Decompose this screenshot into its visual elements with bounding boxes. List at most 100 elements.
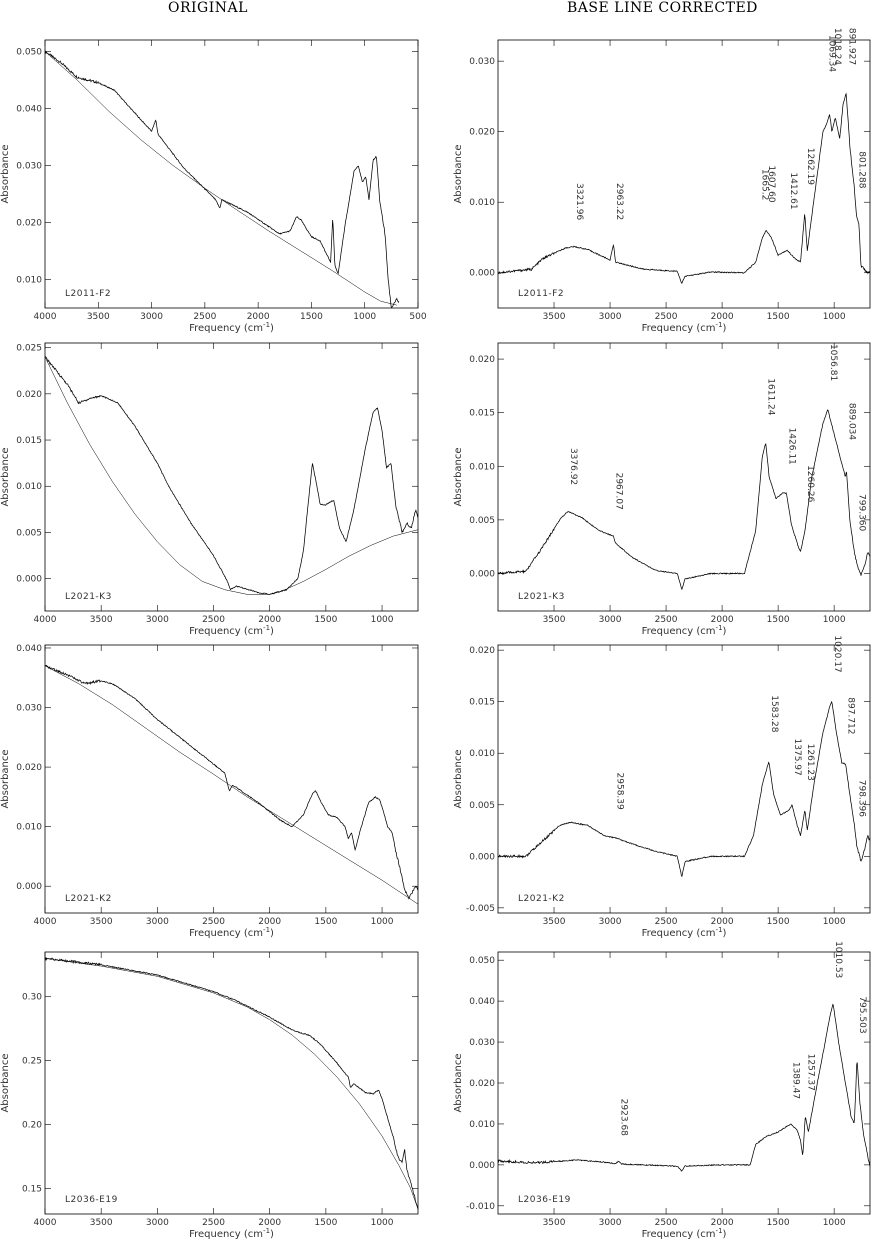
chart-l2036-e19-original: 4000 3500 3000 2500 2000 1500 1000 0.15 0.20 0.25… — [0, 951, 419, 1240]
baseline-curve — [44, 665, 419, 905]
y-tick-label: 0.040 — [469, 997, 495, 1007]
x-tick-label: 2500 — [655, 615, 678, 625]
x-tick-label: 3500 — [543, 917, 566, 927]
x-tick-label: 1000 — [823, 1218, 846, 1228]
y-tick-label: 0.050 — [469, 956, 495, 966]
spectrum-line — [44, 355, 419, 596]
y-tick-label: 0.020 — [16, 390, 42, 400]
chart-l2036-e19-corrected: 3500 3000 2500 2000 1500 1000 -0.010 0.000 0.010… — [453, 941, 871, 1240]
y-tick-label: 0.000 — [16, 575, 42, 585]
y-tick-label: 0.005 — [469, 516, 495, 526]
peak-label: 1583.28 — [769, 695, 779, 732]
x-axis-label-close: ) — [723, 1229, 727, 1240]
y-tick-label: 0.30 — [22, 993, 42, 1003]
x-axis-label-exponent: -1 — [716, 321, 723, 329]
y-tick-label: 0.030 — [16, 161, 42, 171]
x-tick-label: 4000 — [34, 312, 57, 322]
x-tick-label: 2500 — [655, 312, 678, 322]
x-tick-label: 1000 — [823, 312, 846, 322]
baseline-curve — [44, 958, 419, 1209]
x-axis-label: Frequency (cm-1) — [189, 1227, 274, 1240]
y-tick-label: 0.010 — [469, 462, 495, 472]
peak-label: 1260.26 — [805, 465, 815, 502]
peak-label: 1262.19 — [805, 148, 815, 185]
y-tick-label: 0.050 — [16, 47, 42, 57]
y-tick-label: 0.040 — [16, 104, 42, 114]
plot-frame — [44, 342, 419, 612]
original-column-title: ORIGINAL — [168, 0, 248, 16]
plot-frame — [44, 644, 419, 914]
peak-label: 1665.2 — [760, 169, 770, 201]
peak-label: 1607.60 — [766, 165, 776, 202]
plot-frame — [44, 39, 419, 309]
chart-l2021-k2-original: 4000 3500 3000 2500 2000 1500 1000 0.000 0.010 0.… — [0, 644, 419, 939]
x-tick-label: 1500 — [300, 312, 323, 322]
y-tick-label: 0.010 — [16, 275, 42, 285]
x-tick-label: 1500 — [767, 615, 790, 625]
x-tick-label: 1000 — [371, 917, 394, 927]
x-tick-label: 3000 — [146, 1218, 169, 1228]
y-axis-label: Absorbance — [0, 1053, 11, 1112]
y-tick-label: 0.025 — [16, 344, 42, 354]
x-axis-label-close: ) — [723, 928, 727, 939]
spectrum-line — [44, 957, 419, 1210]
x-tick-label: 1000 — [353, 312, 376, 322]
plot-frame — [497, 39, 871, 309]
y-axis-label: Absorbance — [453, 447, 464, 506]
peak-label: 1375.97 — [792, 739, 802, 776]
y-tick-label: 0.030 — [469, 1038, 495, 1048]
x-tick-label: 500 — [409, 312, 426, 322]
x-tick-label: 1500 — [314, 1218, 337, 1228]
y-tick-label: 0.000 — [469, 569, 495, 579]
sample-label: L2036-E19 — [65, 1195, 118, 1205]
peak-label: 1069.34 — [826, 35, 836, 72]
baseline-corrected-column-title: BASE LINE CORRECTED — [567, 0, 758, 16]
x-tick-label: 2000 — [711, 312, 734, 322]
y-tick-label: 0.000 — [469, 1161, 495, 1171]
baseline-curve — [44, 356, 419, 595]
chart-l2021-k3-original: 4000 3500 3000 2500 2000 1500 1000 0.000 0.005 0.… — [0, 342, 419, 637]
y-tick-label: 0.020 — [16, 218, 42, 228]
y-tick-label: 0.030 — [469, 57, 495, 67]
y-tick-label: 0.015 — [16, 436, 42, 446]
peak-label: 1389.47 — [791, 1062, 801, 1099]
peak-label: 1261.23 — [805, 744, 815, 781]
peak-label: 1010.53 — [833, 941, 843, 978]
y-tick-label: 0.020 — [469, 128, 495, 138]
y-tick-label: 0.010 — [469, 1120, 495, 1130]
x-tick-label: 2000 — [258, 615, 281, 625]
y-tick-label: 0.25 — [22, 1057, 42, 1067]
x-tick-label: 3000 — [599, 917, 622, 927]
x-tick-label: 1000 — [823, 615, 846, 625]
x-tick-label: 4000 — [34, 615, 57, 625]
peak-label: 2923.68 — [619, 1099, 629, 1136]
x-axis-label-close: ) — [270, 928, 274, 939]
y-axis-label: Absorbance — [0, 144, 11, 203]
x-tick-label: 3000 — [599, 312, 622, 322]
x-tick-label: 3000 — [146, 917, 169, 927]
peak-label: 2967.07 — [614, 473, 624, 510]
x-tick-label: 2500 — [655, 917, 678, 927]
sample-label: L2021-K2 — [65, 894, 112, 904]
y-tick-label: 0.020 — [469, 355, 495, 365]
x-tick-label: 2000 — [258, 917, 281, 927]
y-tick-label: 0.010 — [16, 482, 42, 492]
peak-label: 2958.39 — [615, 773, 625, 810]
x-axis-label: Frequency (cm-1) — [642, 926, 727, 939]
spectrum-line — [497, 700, 871, 878]
peak-label: 795.503 — [857, 996, 867, 1033]
x-tick-label: 1500 — [767, 917, 790, 927]
x-tick-label: 3500 — [90, 1218, 113, 1228]
y-tick-label: -0.005 — [466, 904, 495, 914]
sample-label: L2021-K3 — [65, 592, 112, 602]
peak-label: 801.288 — [856, 151, 866, 188]
x-axis-label-close: ) — [270, 626, 274, 637]
x-axis-label: Frequency (cm-1) — [642, 321, 727, 334]
baseline-curve — [44, 51, 397, 306]
x-tick-label: 1000 — [371, 1218, 394, 1228]
y-tick-label: 0.000 — [469, 852, 495, 862]
y-tick-label: 0.020 — [469, 646, 495, 656]
y-tick-label: 0.020 — [16, 763, 42, 773]
x-axis-label-exponent: -1 — [263, 1227, 270, 1235]
sample-label: L2021-K2 — [518, 894, 565, 904]
